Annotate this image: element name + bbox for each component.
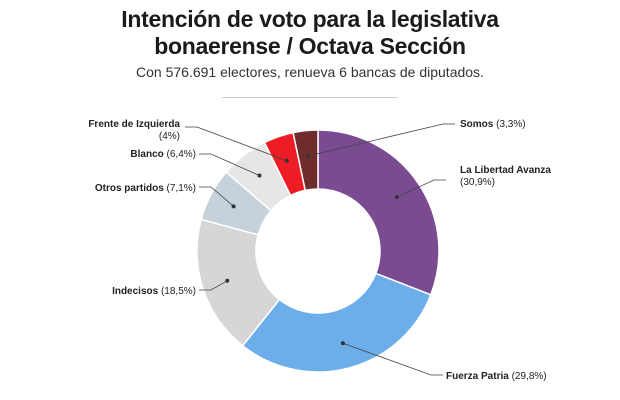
slice-fuerza-patria <box>241 272 432 373</box>
leader-dot-somos <box>306 154 311 159</box>
slice-somos <box>292 129 319 192</box>
slice-label-value: (29,8%) <box>509 371 547 382</box>
leader-line-fuerza-patria <box>342 342 443 376</box>
leader-line-somos <box>308 123 455 157</box>
slice-label-indecisos: Indecisos (18,5%) <box>112 286 196 297</box>
chart-title-line-2: bonaerense / Octava Sección <box>154 33 466 59</box>
slice-label-value: (30,9%) <box>460 177 495 188</box>
leader-line-frente-de-izquierda <box>185 126 287 162</box>
slice-label-value: (7,1%) <box>164 183 196 194</box>
slice-label-name: Somos <box>460 119 494 130</box>
slice-label-name: Frente de Izquierda <box>88 119 180 130</box>
leader-dot-frente-de-izquierda <box>284 158 289 163</box>
chart-subtitle: Con 576.691 electores, renueva 6 bancas … <box>136 64 484 80</box>
leader-line-blanco <box>199 153 260 176</box>
slice-label-value: (4%) <box>159 131 180 142</box>
slice-la-libertad-avanza <box>317 129 440 296</box>
chart-title-line-1: Intención de voto para la legislativa <box>121 6 499 32</box>
leader-line-la-libertad-avanza <box>396 179 446 198</box>
slice-label-name: Fuerza Patria <box>446 371 509 382</box>
leader-line-indecisos <box>199 280 228 291</box>
slice-label-somos: Somos (3,3%) <box>460 119 526 130</box>
slice-label-name: Indecisos <box>112 286 159 297</box>
slice-label-name: Otros partidos <box>95 183 164 194</box>
leader-dot-otros-partidos <box>231 204 236 209</box>
slice-label-value: (3,3%) <box>493 119 525 130</box>
slice-label-la-libertad-avanza: La Libertad Avanza (30,9%) <box>460 165 551 188</box>
slice-label-name: Blanco <box>130 149 163 160</box>
slice-label-fuerza-patria: Fuerza Patria (29,8%) <box>446 371 547 382</box>
leader-dot-indecisos <box>225 278 230 283</box>
leader-dot-blanco <box>257 173 262 178</box>
slice-label-frente-de-izquierda: Frente de Izquierda (4%) <box>88 119 180 142</box>
slice-indecisos <box>196 218 281 347</box>
title-divider <box>222 97 398 98</box>
leader-line-otros-partidos <box>199 186 234 207</box>
leader-dot-la-libertad-avanza <box>394 195 399 200</box>
slice-label-name: La Libertad Avanza <box>460 165 551 176</box>
chart-title: Intención de voto para la legislativa bo… <box>0 6 620 60</box>
slice-label-value: (18,5%) <box>158 286 196 297</box>
slice-label-blanco: Blanco (6,4%) <box>130 149 196 160</box>
slice-label-otros-partidos: Otros partidos (7,1%) <box>95 183 196 194</box>
slice-label-value: (6,4%) <box>164 149 196 160</box>
leader-dot-fuerza-patria <box>340 341 345 346</box>
